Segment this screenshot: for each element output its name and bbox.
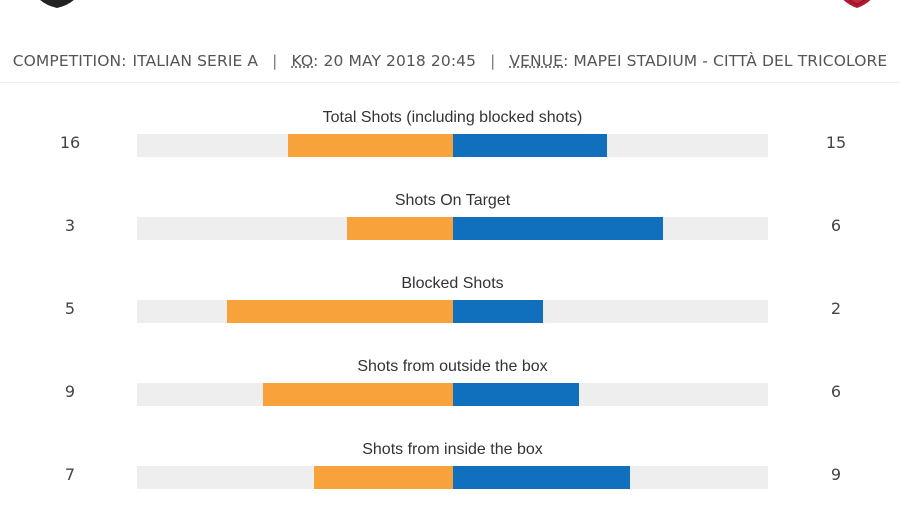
competition-value: ITALIAN SERIE A — [132, 52, 259, 70]
stat-label: Shots from outside the box — [357, 358, 548, 375]
stat-row-total-shots: Total Shots (including blocked shots) 16… — [0, 109, 900, 169]
away-value: 9 — [830, 465, 842, 484]
home-bar — [288, 134, 453, 157]
separator: | — [490, 52, 496, 70]
competition-key: COMPETITION: — [12, 52, 127, 70]
home-bar — [263, 383, 453, 406]
stat-label: Total Shots (including blocked shots) — [322, 109, 583, 126]
home-value: 5 — [64, 299, 76, 318]
away-bar — [452, 300, 543, 323]
stat-bar-track — [137, 383, 768, 406]
stat-label: Shots On Target — [394, 192, 511, 209]
venue-key[interactable]: VENUE — [509, 52, 564, 70]
away-bar — [452, 134, 608, 157]
away-bar — [452, 466, 630, 489]
away-bar — [452, 383, 579, 406]
away-value: 6 — [830, 382, 842, 401]
separator: | — [272, 52, 278, 70]
away-value: 2 — [830, 299, 842, 318]
away-team-crest-icon — [843, 0, 871, 8]
away-value: 6 — [830, 216, 842, 235]
home-value: 3 — [64, 216, 76, 235]
stat-bar-track — [137, 134, 768, 157]
venue-value: MAPEI STADIUM - CITTÀ DEL TRICOLORE — [573, 52, 888, 70]
match-info-bar: COMPETITION: ITALIAN SERIE A | KO: 20 MA… — [0, 40, 900, 83]
home-team-crest-icon — [40, 0, 74, 8]
stat-label: Blocked Shots — [401, 275, 504, 292]
stat-row-shots-on-target: Shots On Target 3 6 — [0, 192, 900, 252]
home-value: 16 — [59, 133, 81, 152]
stat-bar-track — [137, 466, 768, 489]
kickoff-value: 20 MAY 2018 20:45 — [323, 52, 477, 70]
stat-bar-track — [137, 300, 768, 323]
home-bar — [227, 300, 453, 323]
stat-label: Shots from inside the box — [362, 441, 543, 458]
away-bar — [452, 217, 663, 240]
colon: : — [563, 52, 569, 70]
stat-bar-track — [137, 217, 768, 240]
kickoff-key[interactable]: KO — [291, 52, 314, 70]
home-bar — [347, 217, 453, 240]
stat-row-shots-inside-box: Shots from inside the box 7 9 — [0, 441, 900, 501]
away-value: 15 — [825, 133, 847, 152]
home-bar — [314, 466, 453, 489]
home-value: 9 — [64, 382, 76, 401]
home-value: 7 — [64, 465, 76, 484]
colon: : — [313, 52, 319, 70]
stat-row-blocked-shots: Blocked Shots 5 2 — [0, 275, 900, 335]
stat-row-shots-outside-box: Shots from outside the box 9 6 — [0, 358, 900, 418]
